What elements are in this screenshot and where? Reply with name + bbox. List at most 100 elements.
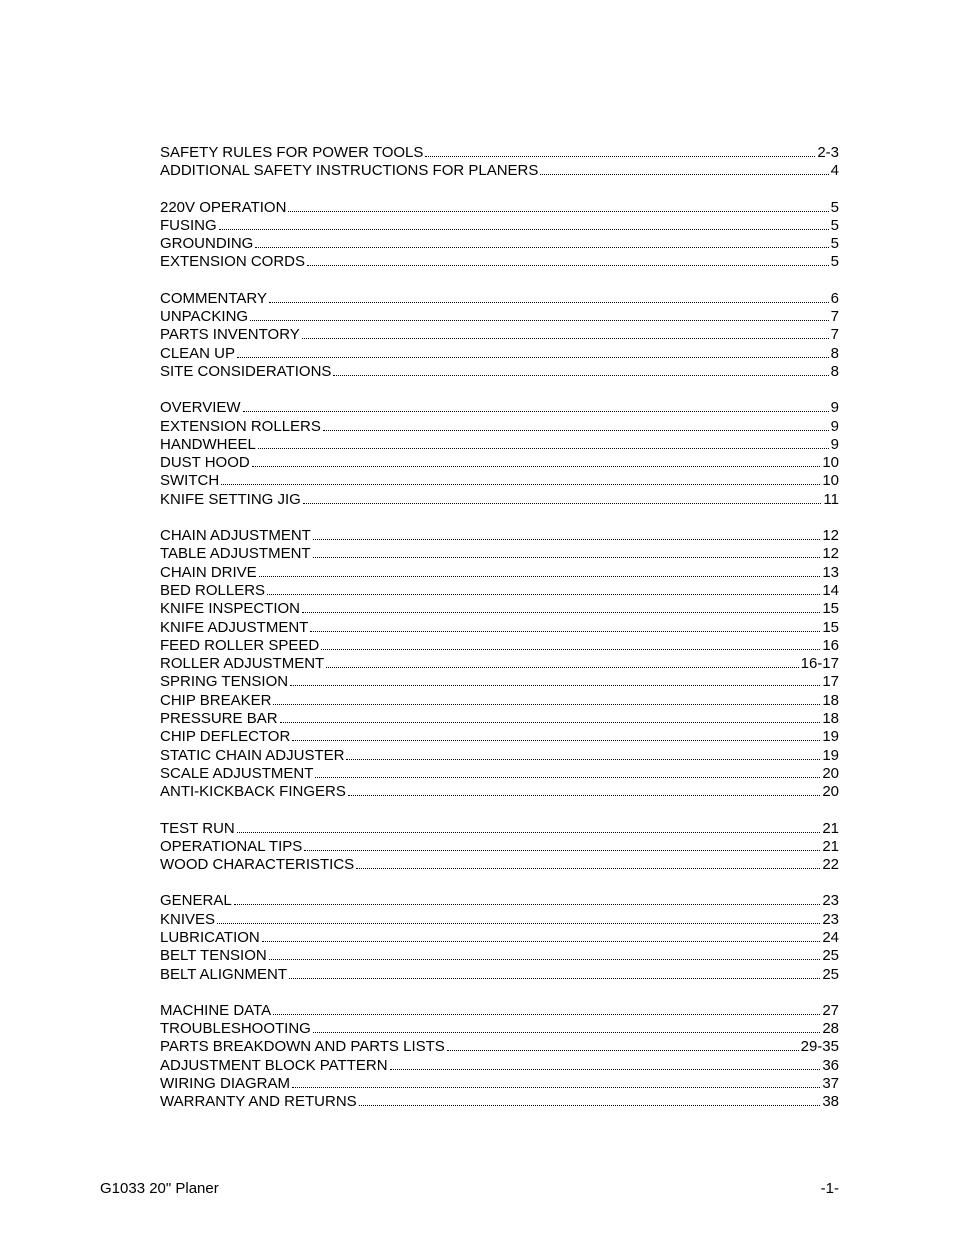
table-of-contents: SAFETY RULES FOR POWER TOOLS2-3ADDITIONA… (160, 144, 839, 1112)
toc-entry: CHIP BREAKER18 (160, 692, 839, 710)
toc-entry-label: OPERATIONAL TIPS (160, 838, 302, 856)
toc-entry-label: BELT TENSION (160, 947, 267, 965)
toc-entry-page: 19 (822, 728, 839, 746)
toc-entry: ADDITIONAL SAFETY INSTRUCTIONS FOR PLANE… (160, 162, 839, 180)
toc-leader-dots (359, 1096, 821, 1107)
toc-entry-page: 9 (831, 418, 839, 436)
toc-leader-dots (333, 365, 828, 376)
toc-entry-label: ANTI-KICKBACK FINGERS (160, 783, 346, 801)
toc-entry: PARTS BREAKDOWN AND PARTS LISTS29-35 (160, 1038, 839, 1056)
toc-entry: BELT TENSION25 (160, 947, 839, 965)
toc-entry: UNPACKING7 (160, 308, 839, 326)
toc-entry-label: TROUBLESHOOTING (160, 1020, 311, 1038)
toc-section: SAFETY RULES FOR POWER TOOLS2-3ADDITIONA… (160, 144, 839, 181)
toc-entry: CHAIN DRIVE13 (160, 564, 839, 582)
toc-entry-label: STATIC CHAIN ADJUSTER (160, 747, 344, 765)
toc-entry-page: 8 (831, 345, 839, 363)
toc-entry-label: KNIFE ADJUSTMENT (160, 619, 308, 637)
toc-entry-label: SITE CONSIDERATIONS (160, 363, 331, 381)
toc-entry-page: 8 (831, 363, 839, 381)
toc-entry-page: 4 (831, 162, 839, 180)
toc-entry-label: DUST HOOD (160, 454, 250, 472)
toc-entry: DUST HOOD10 (160, 454, 839, 472)
toc-entry-page: 6 (831, 290, 839, 308)
toc-leader-dots (313, 1022, 820, 1033)
toc-leader-dots (289, 968, 820, 979)
toc-section: CHAIN ADJUSTMENT12TABLE ADJUSTMENT12CHAI… (160, 527, 839, 801)
toc-entry: FUSING5 (160, 217, 839, 235)
toc-entry-page: 23 (822, 911, 839, 929)
toc-entry: KNIFE ADJUSTMENT 15 (160, 619, 839, 637)
toc-leader-dots (237, 347, 829, 358)
toc-entry-page: 9 (831, 436, 839, 454)
toc-leader-dots (292, 1077, 820, 1088)
toc-entry-page: 37 (822, 1075, 839, 1093)
toc-entry-label: EXTENSION CORDS (160, 253, 305, 271)
toc-leader-dots (243, 402, 829, 413)
toc-entry-page: 15 (822, 619, 839, 637)
toc-leader-dots (255, 237, 828, 248)
toc-entry: KNIFE INSPECTION15 (160, 600, 839, 618)
toc-entry-label: SWITCH (160, 472, 219, 490)
toc-entry-page: 27 (822, 1002, 839, 1020)
toc-entry: BELT ALIGNMENT 25 (160, 966, 839, 984)
toc-entry: CLEAN UP 8 (160, 345, 839, 363)
toc-leader-dots (303, 493, 822, 504)
toc-leader-dots (321, 639, 820, 650)
toc-entry-page: 22 (822, 856, 839, 874)
toc-entry-page: 10 (822, 472, 839, 490)
toc-entry-page: 20 (822, 783, 839, 801)
toc-entry-label: SPRING TENSION (160, 673, 288, 691)
toc-section: MACHINE DATA27TROUBLESHOOTING28PARTS BRE… (160, 1002, 839, 1112)
toc-entry: SWITCH 10 (160, 472, 839, 490)
footer-left-text: G1033 20" Planer (100, 1180, 219, 1197)
toc-entry-label: BED ROLLERS (160, 582, 265, 600)
toc-entry-label: HANDWHEEL (160, 436, 256, 454)
toc-entry-label: PARTS INVENTORY (160, 326, 300, 344)
toc-entry-page: 2-3 (817, 144, 839, 162)
toc-entry: WARRANTY AND RETURNS38 (160, 1093, 839, 1111)
toc-entry-label: CHIP BREAKER (160, 692, 271, 710)
document-page: SAFETY RULES FOR POWER TOOLS2-3ADDITIONA… (0, 0, 954, 1235)
toc-entry-page: 12 (822, 545, 839, 563)
toc-entry-label: ADDITIONAL SAFETY INSTRUCTIONS FOR PLANE… (160, 162, 538, 180)
toc-entry-label: CLEAN UP (160, 345, 235, 363)
toc-leader-dots (267, 584, 820, 595)
toc-entry-label: BELT ALIGNMENT (160, 966, 287, 984)
toc-leader-dots (326, 657, 798, 668)
toc-entry-label: KNIFE INSPECTION (160, 600, 300, 618)
toc-entry-label: 220V OPERATION (160, 199, 286, 217)
toc-entry-page: 14 (822, 582, 839, 600)
toc-entry-label: GROUNDING (160, 235, 253, 253)
toc-leader-dots (540, 165, 828, 176)
toc-leader-dots (292, 731, 820, 742)
toc-leader-dots (259, 566, 821, 577)
toc-entry-page: 13 (822, 564, 839, 582)
toc-entry: SITE CONSIDERATIONS 8 (160, 363, 839, 381)
toc-entry: STATIC CHAIN ADJUSTER19 (160, 747, 839, 765)
toc-entry-page: 11 (823, 491, 839, 509)
toc-entry-label: GENERAL (160, 892, 232, 910)
toc-leader-dots (323, 420, 829, 431)
toc-entry: KNIVES23 (160, 911, 839, 929)
toc-entry: ANTI-KICKBACK FINGERS 20 (160, 783, 839, 801)
toc-entry: GENERAL23 (160, 892, 839, 910)
toc-entry-page: 12 (822, 527, 839, 545)
toc-entry-page: 25 (822, 966, 839, 984)
toc-entry: OVERVIEW9 (160, 399, 839, 417)
toc-entry: MACHINE DATA27 (160, 1002, 839, 1020)
toc-entry-label: WIRING DIAGRAM (160, 1075, 290, 1093)
toc-entry-page: 9 (831, 399, 839, 417)
toc-entry: SAFETY RULES FOR POWER TOOLS2-3 (160, 144, 839, 162)
toc-section: TEST RUN21OPERATIONAL TIPS21WOOD CHARACT… (160, 820, 839, 875)
toc-entry-label: PRESSURE BAR (160, 710, 278, 728)
toc-entry-label: UNPACKING (160, 308, 248, 326)
toc-entry: BED ROLLERS 14 (160, 582, 839, 600)
toc-leader-dots (348, 785, 820, 796)
toc-entry-page: 5 (831, 217, 839, 235)
toc-entry-label: EXTENSION ROLLERS (160, 418, 321, 436)
toc-leader-dots (269, 292, 829, 303)
toc-leader-dots (269, 950, 821, 961)
toc-entry-page: 5 (831, 199, 839, 217)
toc-entry: WIRING DIAGRAM 37 (160, 1075, 839, 1093)
